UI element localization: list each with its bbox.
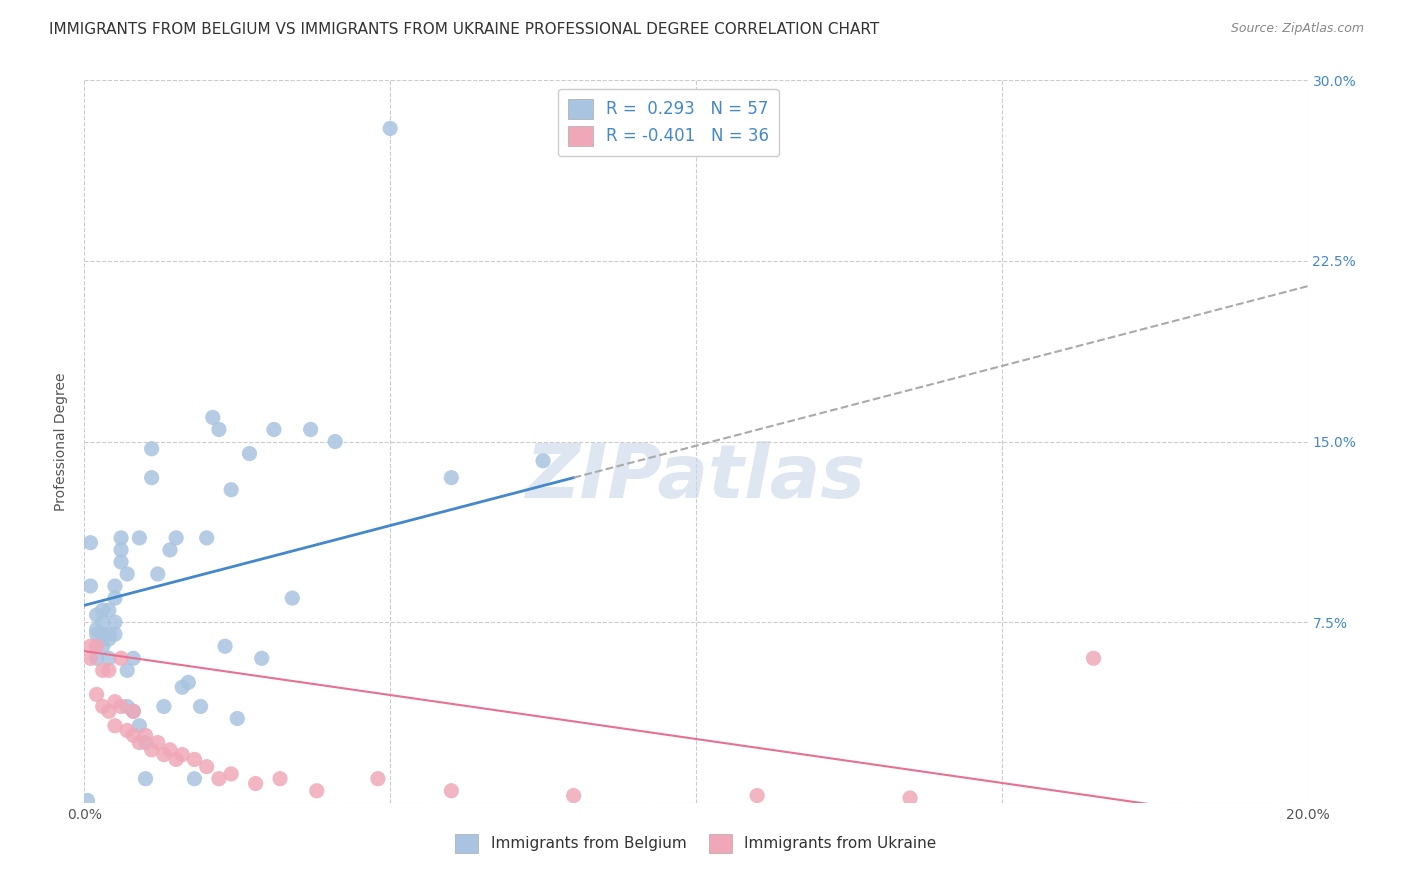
Point (91, 603, 114, 617)
Point (299, 422, 322, 436)
Point (128, 735, 150, 749)
Point (104, 695, 127, 709)
Point (86, 627, 108, 641)
Point (245, 776, 267, 790)
Point (76, 793, 98, 807)
Point (110, 699, 132, 714)
Point (219, 767, 242, 781)
Point (208, 772, 231, 786)
Point (135, 772, 157, 786)
Point (115, 699, 138, 714)
Point (214, 639, 236, 653)
Point (135, 728, 157, 742)
Point (141, 470, 163, 484)
Point (97, 651, 120, 665)
Point (238, 446, 260, 460)
Point (305, 784, 328, 798)
Point (141, 743, 163, 757)
Point (195, 531, 218, 545)
Point (195, 760, 218, 774)
Point (183, 752, 205, 766)
Point (172, 747, 194, 762)
Point (177, 675, 200, 690)
Point (562, 789, 585, 803)
Point (1083, 651, 1105, 665)
Point (183, 772, 205, 786)
Text: IMMIGRANTS FROM BELGIUM VS IMMIGRANTS FROM UKRAINE PROFESSIONAL DEGREE CORRELATI: IMMIGRANTS FROM BELGIUM VS IMMIGRANTS FR… (49, 22, 880, 37)
Point (97, 632, 120, 646)
Point (531, 454, 554, 468)
Point (898, 791, 921, 805)
Point (115, 664, 138, 678)
Point (440, 784, 463, 798)
Point (135, 735, 157, 749)
Point (146, 567, 169, 582)
Point (110, 651, 132, 665)
Point (146, 735, 169, 749)
Point (104, 615, 127, 630)
Point (91, 639, 114, 653)
Point (128, 531, 150, 545)
Point (128, 719, 150, 733)
Point (269, 772, 291, 786)
Point (79, 639, 101, 653)
Point (115, 723, 138, 738)
Point (79, 579, 101, 593)
Point (159, 743, 181, 757)
Point (97, 664, 120, 678)
Point (122, 704, 145, 718)
Point (115, 567, 138, 582)
Point (440, 470, 463, 484)
Point (104, 579, 127, 593)
Point (91, 627, 114, 641)
Point (97, 627, 120, 641)
Text: Source: ZipAtlas.com: Source: ZipAtlas.com (1230, 22, 1364, 36)
Point (104, 719, 127, 733)
Point (380, 121, 402, 136)
Point (165, 752, 187, 766)
Point (159, 542, 181, 557)
Point (91, 699, 114, 714)
Point (122, 728, 145, 742)
Point (110, 531, 132, 545)
Point (110, 542, 132, 557)
Point (153, 747, 176, 762)
Point (367, 772, 389, 786)
Point (86, 639, 108, 653)
Point (208, 422, 231, 436)
Point (201, 410, 224, 425)
Point (110, 555, 132, 569)
Point (226, 712, 249, 726)
Point (153, 699, 176, 714)
Point (86, 687, 108, 701)
Point (250, 651, 273, 665)
Legend: Immigrants from Belgium, Immigrants from Ukraine: Immigrants from Belgium, Immigrants from… (447, 826, 945, 860)
Point (122, 651, 145, 665)
Point (97, 603, 120, 617)
Point (86, 607, 108, 622)
Point (79, 535, 101, 549)
Point (281, 591, 304, 605)
Point (165, 531, 187, 545)
Text: ZIPatlas: ZIPatlas (526, 442, 866, 514)
Point (79, 651, 101, 665)
Point (141, 442, 163, 456)
Point (86, 651, 108, 665)
Point (104, 627, 127, 641)
Point (86, 623, 108, 637)
Point (97, 704, 120, 718)
Point (122, 704, 145, 718)
Point (323, 434, 346, 449)
Point (91, 630, 114, 644)
Y-axis label: Professional Degree: Professional Degree (55, 372, 69, 511)
Point (172, 680, 194, 694)
Point (219, 483, 242, 497)
Point (104, 591, 127, 605)
Point (91, 615, 114, 630)
Point (263, 422, 285, 436)
Point (190, 699, 212, 714)
Point (91, 664, 114, 678)
Point (747, 789, 769, 803)
